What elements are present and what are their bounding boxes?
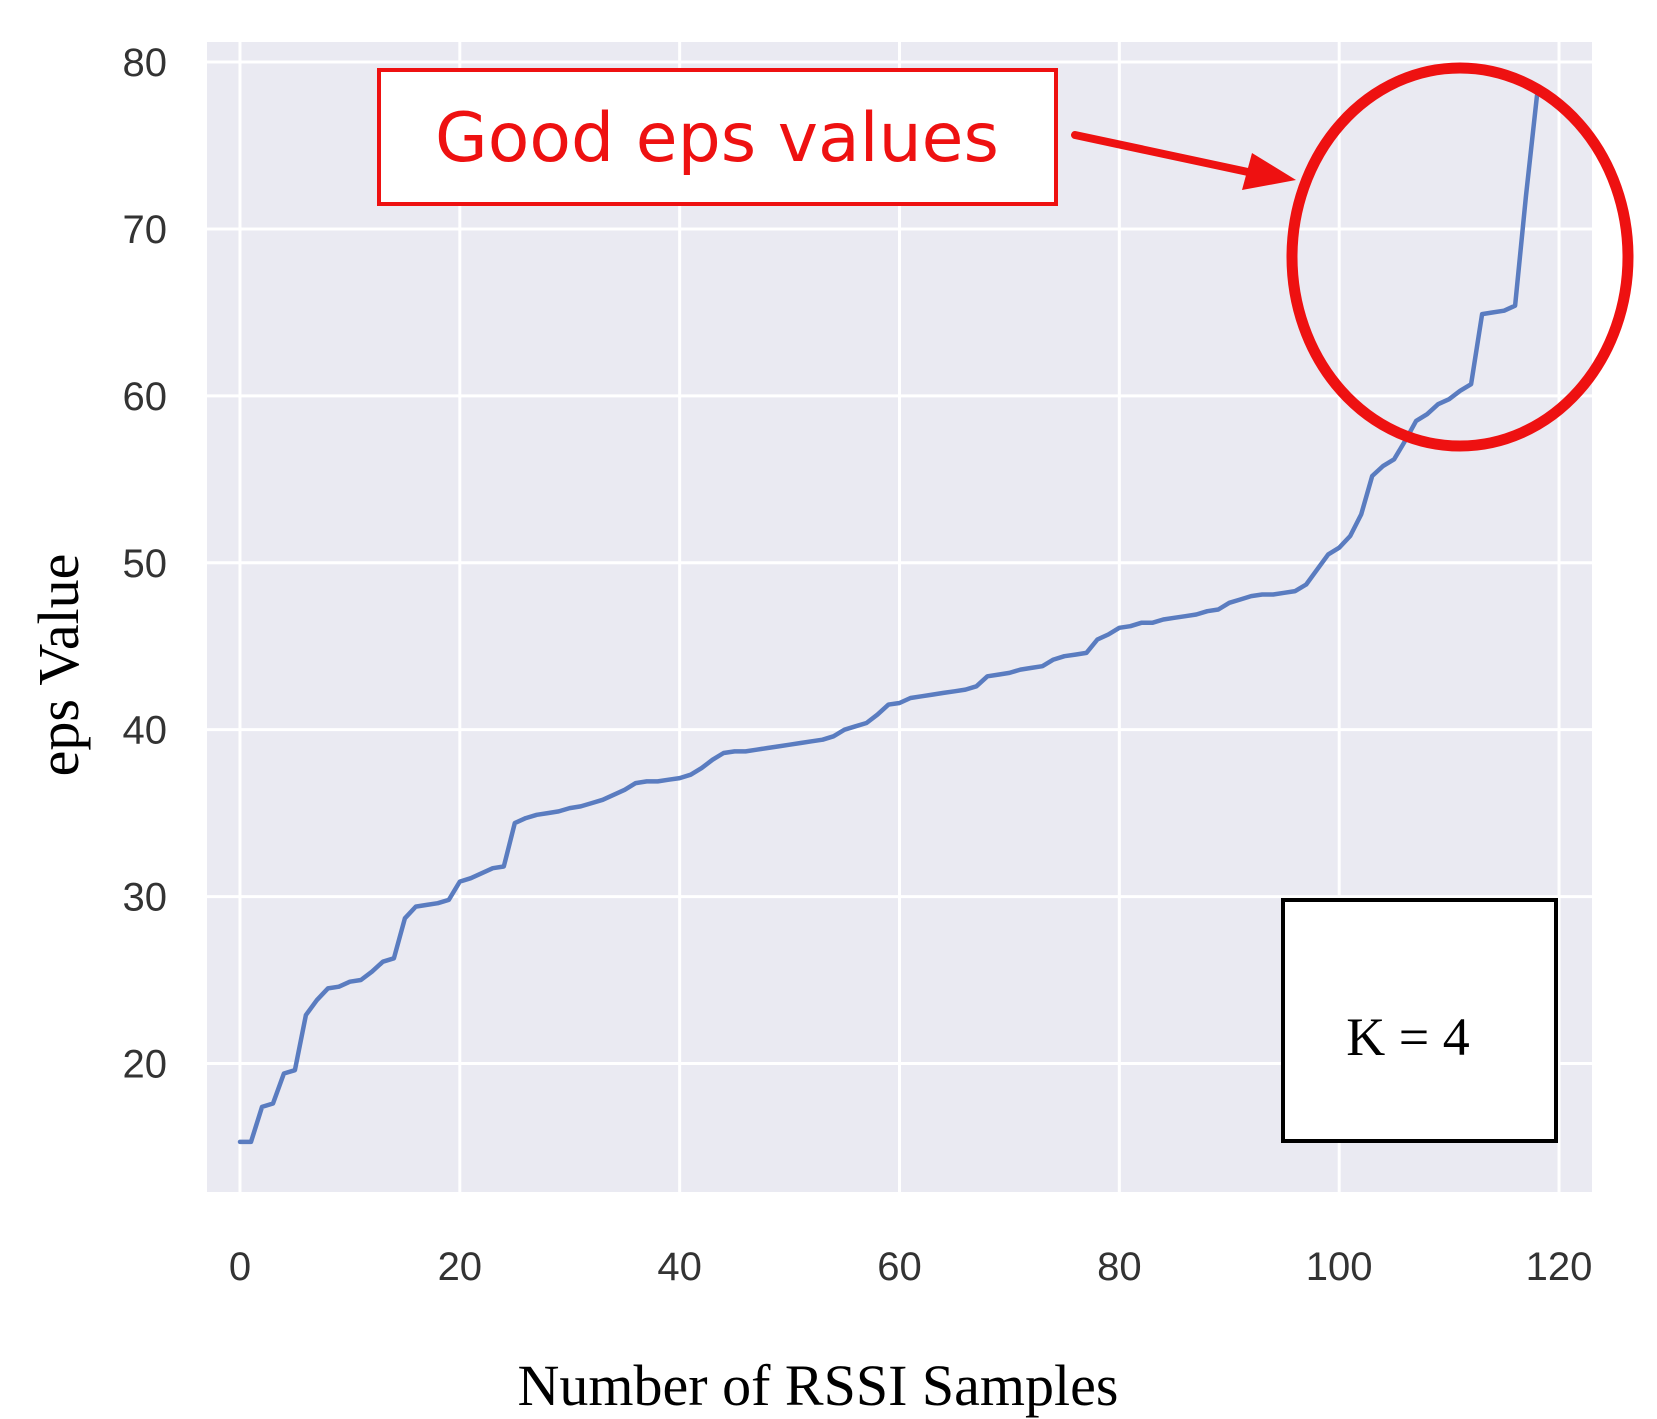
y-axis-title: eps Value xyxy=(26,554,91,777)
annotation-callout-box xyxy=(377,68,1058,206)
x-tick-label: 0 xyxy=(229,1245,251,1289)
x-tick-label: 120 xyxy=(1526,1245,1593,1289)
x-axis-title: Number of RSSI Samples xyxy=(518,1353,1119,1418)
x-tick-label: 40 xyxy=(657,1245,702,1289)
y-tick-label: 40 xyxy=(123,709,168,753)
series-line-k-distance xyxy=(237,93,1540,1145)
x-tick-label: 80 xyxy=(1097,1245,1142,1289)
x-tick-label: 20 xyxy=(438,1245,483,1289)
x-tick-label: 100 xyxy=(1306,1245,1373,1289)
k-legend-box: K = 4 xyxy=(1281,898,1558,1143)
annotation-callout-text: Good eps values xyxy=(435,99,999,178)
arrow-head-icon xyxy=(1242,153,1296,190)
y-tick-label: 70 xyxy=(123,208,168,252)
tick-labels: 0 20 40 60 80 100 120 20 30 40 50 60 70 80 xyxy=(123,41,1593,1289)
highlight-ellipse xyxy=(1286,62,1634,452)
y-tick-label: 50 xyxy=(123,542,168,586)
y-tick-label: 80 xyxy=(123,41,168,85)
y-tick-label: 60 xyxy=(123,375,168,419)
annotation-arrow xyxy=(1071,131,1252,176)
y-tick-label: 30 xyxy=(123,876,168,920)
annotation-callout: Good eps values xyxy=(377,62,1634,452)
grid xyxy=(207,42,1592,1192)
k-legend-frame xyxy=(1281,898,1558,1143)
x-tick-label: 60 xyxy=(877,1245,922,1289)
y-tick-label: 20 xyxy=(123,1042,168,1086)
k-legend-text: K = 4 xyxy=(1346,1007,1469,1067)
